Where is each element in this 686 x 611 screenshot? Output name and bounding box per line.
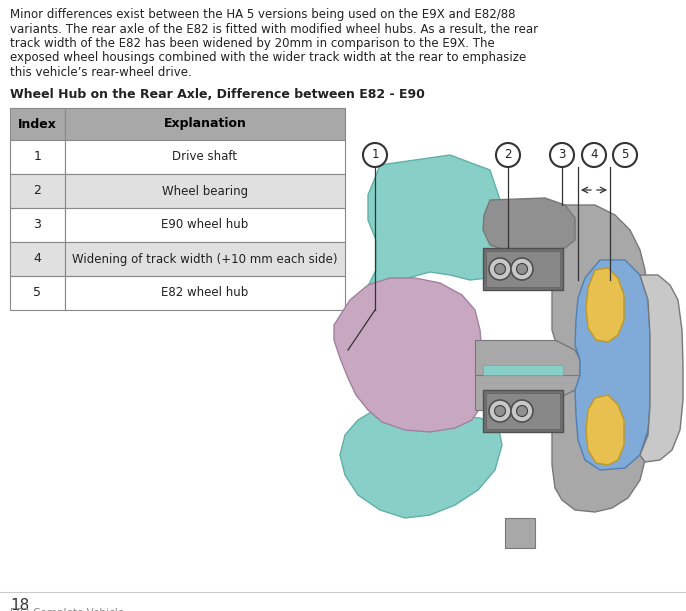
Text: 2: 2 xyxy=(504,148,512,161)
Circle shape xyxy=(511,400,533,422)
FancyBboxPatch shape xyxy=(475,340,605,375)
FancyBboxPatch shape xyxy=(65,276,345,310)
Text: track width of the E82 has been widened by 20mm in comparison to the E9X. The: track width of the E82 has been widened … xyxy=(10,37,495,50)
FancyBboxPatch shape xyxy=(65,140,345,174)
FancyBboxPatch shape xyxy=(486,251,560,287)
FancyBboxPatch shape xyxy=(475,370,605,410)
Polygon shape xyxy=(575,260,650,470)
FancyBboxPatch shape xyxy=(10,208,65,242)
FancyBboxPatch shape xyxy=(10,174,65,208)
FancyBboxPatch shape xyxy=(505,518,535,548)
FancyBboxPatch shape xyxy=(483,365,563,375)
Text: variants. The rear axle of the E82 is fitted with modified wheel hubs. As a resu: variants. The rear axle of the E82 is fi… xyxy=(10,23,538,35)
Text: Explanation: Explanation xyxy=(163,117,246,131)
Circle shape xyxy=(517,406,528,417)
Circle shape xyxy=(489,400,511,422)
Text: Minor differences exist between the HA 5 versions being used on the E9X and E82/: Minor differences exist between the HA 5… xyxy=(10,8,515,21)
Circle shape xyxy=(495,263,506,274)
Text: Wheel bearing: Wheel bearing xyxy=(162,185,248,197)
FancyBboxPatch shape xyxy=(10,108,65,140)
Text: 1: 1 xyxy=(371,148,379,161)
Polygon shape xyxy=(552,205,650,512)
Polygon shape xyxy=(586,395,624,465)
Text: exposed wheel housings combined with the wider track width at the rear to emphas: exposed wheel housings combined with the… xyxy=(10,51,526,65)
Polygon shape xyxy=(334,278,483,432)
Text: Index: Index xyxy=(18,117,57,131)
FancyBboxPatch shape xyxy=(10,140,65,174)
Text: 4: 4 xyxy=(34,252,41,266)
FancyBboxPatch shape xyxy=(65,242,345,276)
Text: 4: 4 xyxy=(590,148,598,161)
Circle shape xyxy=(517,263,528,274)
Text: 5: 5 xyxy=(622,148,628,161)
Polygon shape xyxy=(586,268,624,342)
Circle shape xyxy=(489,258,511,280)
Polygon shape xyxy=(340,395,502,518)
Circle shape xyxy=(496,143,520,167)
Polygon shape xyxy=(640,275,683,462)
Circle shape xyxy=(582,143,606,167)
Text: E82 wheel hub: E82 wheel hub xyxy=(161,287,248,299)
Polygon shape xyxy=(483,198,575,252)
FancyBboxPatch shape xyxy=(10,276,65,310)
Text: Drive shaft: Drive shaft xyxy=(172,150,237,164)
Text: 2: 2 xyxy=(34,185,41,197)
Circle shape xyxy=(613,143,637,167)
Circle shape xyxy=(495,406,506,417)
Text: 3: 3 xyxy=(558,148,566,161)
Text: E90 wheel hub: E90 wheel hub xyxy=(161,219,248,232)
Text: 3: 3 xyxy=(34,219,41,232)
Circle shape xyxy=(550,143,574,167)
FancyBboxPatch shape xyxy=(65,174,345,208)
FancyBboxPatch shape xyxy=(65,108,345,140)
Text: 1: 1 xyxy=(34,150,41,164)
FancyBboxPatch shape xyxy=(486,393,560,429)
Text: E82 Complete Vehicle: E82 Complete Vehicle xyxy=(10,608,124,611)
Circle shape xyxy=(363,143,387,167)
Circle shape xyxy=(511,258,533,280)
Text: this vehicle’s rear-wheel drive.: this vehicle’s rear-wheel drive. xyxy=(10,66,192,79)
FancyBboxPatch shape xyxy=(10,242,65,276)
FancyBboxPatch shape xyxy=(483,248,563,290)
Text: Wheel Hub on the Rear Axle, Difference between E82 - E90: Wheel Hub on the Rear Axle, Difference b… xyxy=(10,88,425,101)
Text: 18: 18 xyxy=(10,598,29,611)
FancyBboxPatch shape xyxy=(483,390,563,432)
Polygon shape xyxy=(362,155,505,370)
FancyBboxPatch shape xyxy=(65,208,345,242)
Text: Widening of track width (+10 mm each side): Widening of track width (+10 mm each sid… xyxy=(72,252,338,266)
Text: 5: 5 xyxy=(34,287,41,299)
